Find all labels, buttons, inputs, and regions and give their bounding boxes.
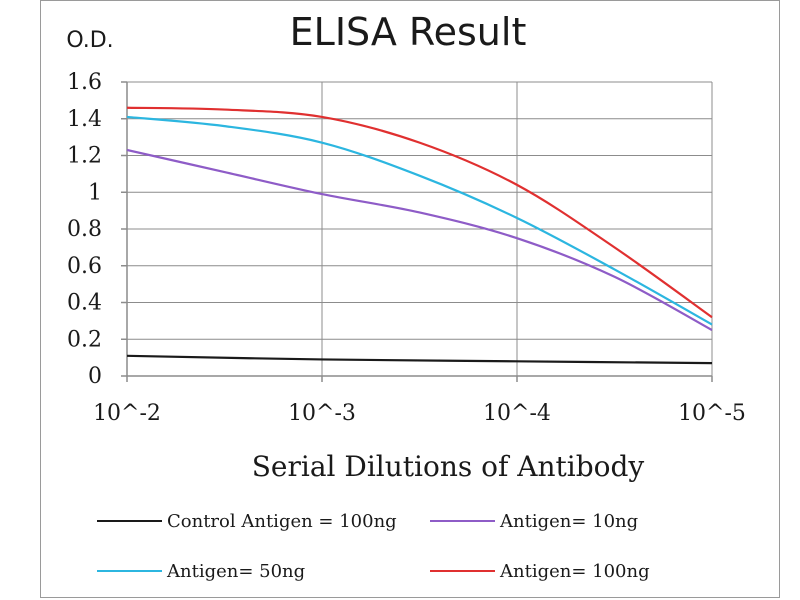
y-tick-label: 0 <box>88 364 102 389</box>
y-tick-label: 1 <box>88 180 102 205</box>
chart-title: ELISA Result <box>290 10 527 54</box>
y-axis-label: O.D. <box>66 28 113 53</box>
y-tick-label: 0.8 <box>67 217 102 242</box>
y-tick-label: 1.6 <box>67 70 102 95</box>
y-tick-label: 1.4 <box>67 107 102 132</box>
x-tick-label: 10^-3 <box>288 401 356 426</box>
legend-label: Control Antigen = 100ng <box>167 511 397 532</box>
legend-label: Antigen= 10ng <box>499 511 638 532</box>
series-line-control-antigen-100ng <box>126 354 713 365</box>
y-tick-label: 0.4 <box>67 291 102 316</box>
x-tick-label: 10^-2 <box>93 401 161 426</box>
series-line-antigen-10ng <box>126 148 713 332</box>
y-tick-label: 0.6 <box>67 254 102 279</box>
y-tick-label: 1.2 <box>67 144 102 169</box>
x-axis-label: Serial Dilutions of Antibody <box>252 450 645 483</box>
legend-label: Antigen= 100ng <box>499 561 650 582</box>
y-tick-label: 0.2 <box>67 327 102 352</box>
x-tick-label: 10^-5 <box>678 401 746 426</box>
series-line-antigen-50ng <box>126 115 713 326</box>
series-line-antigen-100ng <box>126 106 713 319</box>
x-tick-label: 10^-4 <box>483 401 551 426</box>
legend-label: Antigen= 50ng <box>166 561 305 582</box>
